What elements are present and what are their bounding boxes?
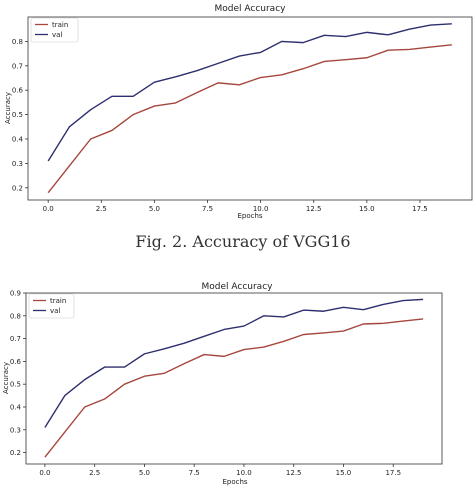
series-line-val [47,23,452,162]
x-tick-label: 2.5 [96,205,107,213]
y-tick-label: 0.3 [10,426,21,434]
y-tick-label: 0.9 [10,290,21,298]
x-tick-label: 0.0 [39,469,50,477]
y-tick-label: 0.4 [10,404,22,412]
x-tick-label: 17.5 [412,205,428,213]
x-axis-label: Epochs [237,212,262,220]
series-line-train [47,44,452,194]
x-tick-label: 5.0 [139,469,150,477]
x-tick-label: 17.5 [385,469,401,477]
y-tick-label: 0.3 [12,160,23,168]
chart-title: Model Accuracy [202,282,274,292]
legend: train val [30,17,79,43]
legend-label-val: val [52,31,62,39]
x-tick-label: 10.0 [253,205,269,213]
accuracy-chart-top: Model Accuracy 0.2 0.3 0.4 0.5 0.6 0.7 0.8 0.0… [4,4,473,220]
y-tick-label: 0.4 [12,136,24,144]
y-tick-label: 0.2 [10,449,21,457]
y-tick-label: 0.7 [12,62,23,70]
figure-caption: Fig. 2. Accuracy of VGG16 [135,232,350,251]
chart-title: Model Accuracy [215,4,287,14]
y-tick-label: 0.6 [12,87,24,95]
y-tick-label: 0.5 [12,111,23,119]
plot-frame [27,16,473,201]
accuracy-chart-bottom: Model Accuracy 0.20.30.40.50.60.70.80.9 … [2,282,443,486]
plot-frame [25,292,443,465]
legend: train val [28,293,75,319]
y-tick-label: 0.7 [10,335,21,343]
series-line-val [44,298,424,428]
legend-label-train: train [50,297,66,305]
y-tick-label: 0.2 [12,184,23,192]
x-tick-label: 0.0 [43,205,54,213]
y-tick-label: 0.8 [10,312,21,320]
x-tick-label: 5.0 [149,205,160,213]
x-tick-label: 2.5 [89,469,100,477]
x-tick-label: 15.0 [359,205,375,213]
x-tick-label: 7.5 [189,469,200,477]
x-tick-label: 10.0 [236,469,252,477]
x-tick-label: 12.5 [286,469,302,477]
y-tick-label: 0.8 [12,38,23,46]
x-tick-label: 12.5 [306,205,322,213]
legend-label-train: train [52,21,68,29]
x-tick-label: 7.5 [202,205,213,213]
x-axis-label: Epochs [222,478,247,486]
y-axis-label: Accuracy [4,92,12,124]
series-line-train [44,318,424,458]
x-tick-label: 15.0 [336,469,352,477]
y-axis-label: Accuracy [2,362,10,394]
y-tick-label: 0.6 [10,358,22,366]
legend-label-val: val [50,307,60,315]
y-tick-label: 0.5 [10,381,21,389]
